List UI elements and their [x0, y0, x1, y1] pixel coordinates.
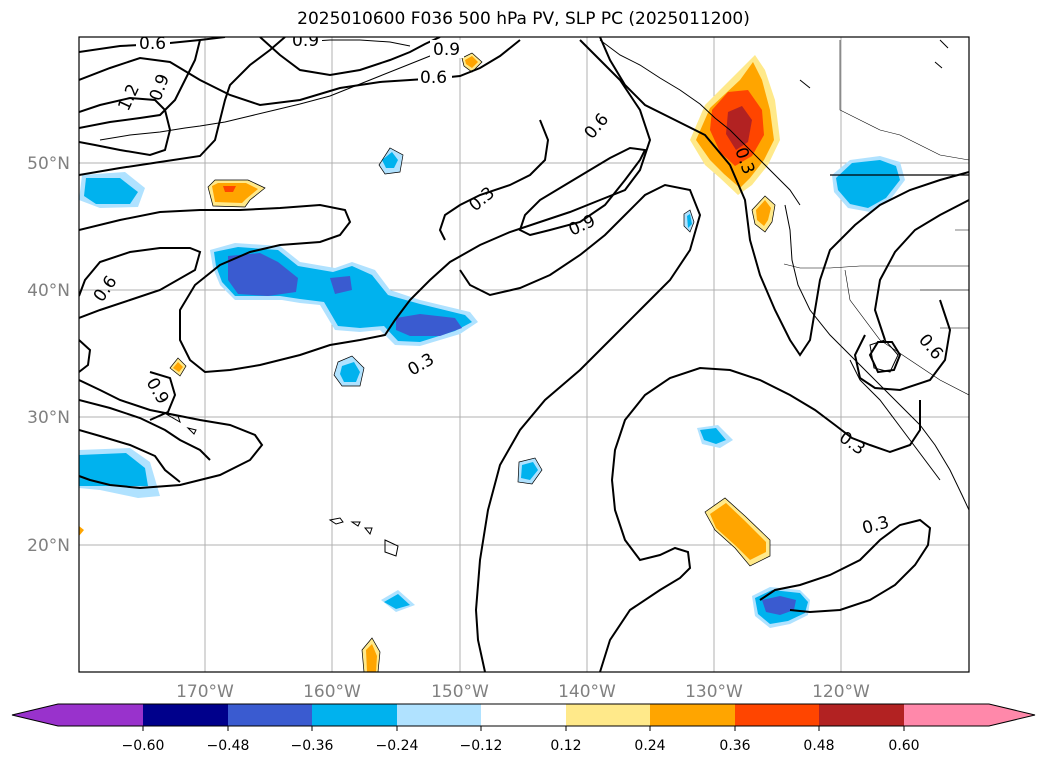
lon-label: 160°W — [303, 682, 361, 702]
colorbar-segment — [650, 704, 735, 726]
colorbar-tick-label: 0.24 — [634, 738, 665, 754]
positive-pv-shading — [79, 53, 780, 672]
contour-label: 0.9 — [430, 40, 464, 60]
coastlines — [99, 39, 969, 557]
lon-label: 140°W — [558, 682, 616, 702]
svg-text:0.6: 0.6 — [420, 68, 447, 88]
svg-text:0.9: 0.9 — [292, 31, 319, 51]
colorbar-segment — [566, 704, 650, 726]
contour-label: 0.9 — [290, 31, 322, 51]
colorbar-segment — [904, 704, 989, 726]
colorbar-tick-label: 0.60 — [888, 738, 919, 754]
colorbar-tick-label: −0.24 — [376, 738, 419, 754]
longitude-labels: 170°W 160°W 150°W 140°W 130°W 120°W — [176, 682, 870, 702]
lon-label: 120°W — [812, 682, 870, 702]
map-title: 2025010600 F036 500 hPa PV, SLP PC (2025… — [297, 9, 750, 29]
contour-label: 0.6 — [136, 34, 170, 54]
latitude-labels: 50°N 40°N 30°N 20°N — [27, 154, 70, 556]
lon-label: 170°W — [176, 682, 234, 702]
slp-contours — [79, 37, 969, 672]
lat-label: 50°N — [27, 154, 70, 174]
contour-label: 0.6 — [418, 67, 452, 88]
colorbar-segment — [735, 704, 819, 726]
colorbar-segment — [143, 704, 228, 726]
colorbar-tick-label: −0.36 — [291, 738, 334, 754]
colorbar-outline — [11, 703, 1036, 727]
lon-label: 130°W — [685, 682, 743, 702]
svg-text:0.9: 0.9 — [433, 40, 460, 60]
lon-label: 150°W — [431, 682, 489, 702]
colorbar-tick-label: −0.48 — [207, 738, 250, 754]
gridlines — [79, 37, 969, 672]
colorbar-segment — [397, 704, 481, 726]
lat-label: 40°N — [27, 281, 70, 301]
colorbar-extend-low — [12, 704, 58, 726]
colorbar-segment — [58, 704, 143, 726]
shading-outlines — [169, 52, 776, 672]
colorbar-tick-label: −0.60 — [122, 738, 165, 754]
colorbar: −0.60 −0.48 −0.36 −0.24 −0.12 0.12 0.24 … — [11, 703, 1036, 754]
colorbar-tick-label: 0.12 — [550, 738, 581, 754]
plot-frame — [78, 36, 970, 673]
svg-text:0.6: 0.6 — [139, 34, 166, 54]
lat-label: 20°N — [27, 536, 70, 556]
plot-area — [79, 37, 969, 672]
colorbar-extend-high — [989, 704, 1035, 726]
negative-pv-shading — [79, 148, 905, 628]
colorbar-tick-label: 0.48 — [803, 738, 834, 754]
colorbar-tick-label: −0.12 — [460, 738, 503, 754]
lat-label: 30°N — [27, 408, 70, 428]
colorbar-segment — [819, 704, 904, 726]
colorbar-segment — [228, 704, 312, 726]
colorbar-tick-label: 0.36 — [719, 738, 750, 754]
colorbar-segment — [312, 704, 397, 726]
colorbar-segment — [481, 704, 566, 726]
